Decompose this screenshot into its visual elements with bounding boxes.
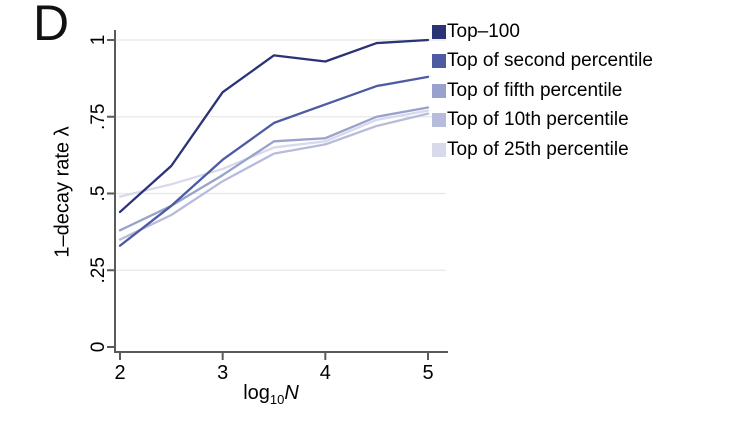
legend-swatch-icon: [432, 142, 446, 157]
legend-swatch-icon: [432, 24, 446, 39]
y-tick-label: .5: [88, 186, 109, 202]
series-line-top-of-10th-percentile: [118, 112, 430, 241]
legend-swatch-icon: [432, 54, 446, 69]
x-axis-title-subscript: 10: [269, 392, 285, 407]
x-tick-label: 2: [114, 362, 125, 384]
x-axis-title: log10N: [243, 382, 299, 407]
series-line-top-100: [118, 38, 430, 214]
x-axis-title-base: log: [243, 382, 270, 404]
y-tick-label: .25: [88, 257, 109, 283]
series-line-top-of-second-percentile: [118, 75, 430, 247]
panel-label: D: [33, 0, 70, 51]
legend-swatch-icon: [432, 113, 446, 128]
legend-label: Top of 10th percentile: [447, 109, 629, 131]
legend-label: Top of 25th percentile: [447, 138, 629, 160]
legend-item: Top of fifth percentile: [432, 76, 653, 106]
legend-item: Top–100: [432, 17, 653, 47]
y-axis-title: 1–decay rate λ: [51, 126, 74, 258]
legend: Top–100 Top of second percentile Top of …: [432, 17, 653, 165]
x-tick-label: 5: [422, 362, 433, 384]
legend-label: Top of second percentile: [447, 50, 653, 72]
legend-swatch-icon: [432, 83, 446, 98]
legend-item: Top of second percentile: [432, 47, 653, 77]
y-tick-label: .75: [88, 104, 109, 130]
legend-label: Top of fifth percentile: [447, 79, 623, 101]
series-line-top-of-25th-percentile: [118, 109, 430, 198]
y-tick-label: 1: [88, 35, 109, 46]
legend-item: Top of 10th percentile: [432, 106, 653, 136]
legend-label: Top–100: [447, 20, 520, 42]
y-tick-label: 0: [88, 342, 109, 353]
x-axis-title-variable: N: [284, 382, 299, 404]
x-tick-label: 3: [217, 362, 228, 384]
legend-item: Top of 25th percentile: [432, 135, 653, 165]
x-tick-label: 4: [320, 362, 331, 384]
